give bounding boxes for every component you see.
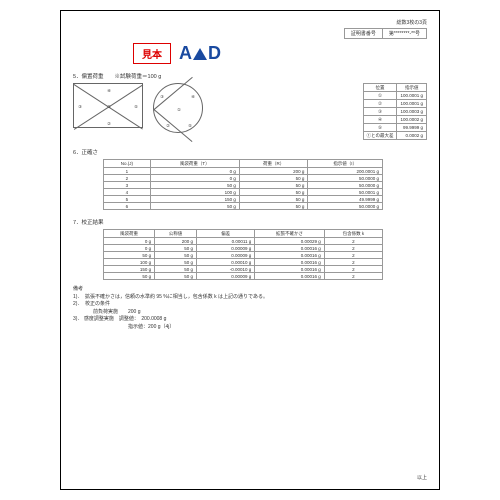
- footer-text: 以上: [417, 474, 427, 481]
- notes-section: 備考 1)． 拡張不確かさは，信頼の水準約 95 %に相当し，包含係数 k は上…: [73, 286, 427, 331]
- notes-title: 備考: [73, 286, 427, 294]
- cert-box: 証明書番号 第********-**号: [344, 28, 427, 39]
- note-1: 1)． 拡張不確かさは，信頼の水準約 95 %に相当し，包含係数 k は上記の通…: [73, 294, 427, 302]
- triangle-icon: [193, 48, 207, 60]
- section-7: 7．校正結果 風袋荷重公称値偏差拡張不確かさ包含係数 k 0 g200 g0.0…: [73, 218, 427, 280]
- brand-logo: A D: [179, 43, 221, 64]
- rect-diagram: ① ② ③ ④ ⑤: [73, 83, 143, 128]
- cert-label: 証明書番号: [345, 29, 383, 38]
- section-5: 5．偏置荷重 ※試験荷重＝100 g ① ② ③ ④ ⑤ ① ② ③ ④ ⑤: [73, 72, 427, 140]
- sect7-title: 7．校正結果: [73, 218, 427, 226]
- circle-diagram: ① ② ③ ④ ⑤: [153, 83, 203, 133]
- document-page: 総数3枚の3頁 証明書番号 第********-**号 見本 A D 5．偏置荷…: [60, 10, 440, 490]
- logo-row: 見本 A D: [133, 43, 427, 64]
- note-sub-2: 感度調整実施 調整値： 200.0008 g: [84, 316, 167, 322]
- table-5: 位置指示値 ①100.0001 g ②100.0001 g ③100.0003 …: [363, 83, 428, 140]
- sample-stamp: 見本: [133, 43, 171, 64]
- note-2: 2)． 校正の条件: [73, 301, 427, 309]
- sect5-title: 5．偏置荷重 ※試験荷重＝100 g: [73, 72, 427, 80]
- cert-value: 第********-**号: [383, 29, 426, 38]
- table-7: 風袋荷重公称値偏差拡張不確かさ包含係数 k 0 g200 g0.00011 g0…: [103, 229, 383, 280]
- section-6: 6．正確さ No.(J)風袋荷重（T）荷重（R）指示値（I） 10 g200 g…: [73, 148, 427, 210]
- note-3: 3)．: [73, 316, 82, 322]
- note-sub-3: 指示値：200 g（4j）: [93, 324, 427, 332]
- header-block: 総数3枚の3頁 証明書番号 第********-**号: [344, 19, 427, 39]
- note-sub-1: 前負荷実施 200 g: [93, 309, 427, 317]
- page-count: 総数3枚の3頁: [344, 19, 427, 26]
- table-6: No.(J)風袋荷重（T）荷重（R）指示値（I） 10 g200 g200.00…: [103, 159, 383, 210]
- sect6-title: 6．正確さ: [73, 148, 427, 156]
